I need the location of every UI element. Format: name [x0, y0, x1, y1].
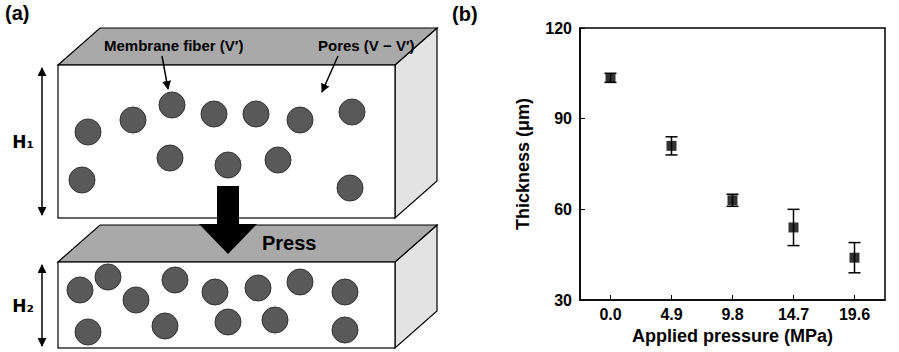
svg-text:H₁: H₁: [12, 132, 34, 152]
html-text:(b): (b): [452, 3, 478, 25]
svg-text:60: 60: [554, 201, 572, 218]
svg-text:Pores (V − V′): Pores (V − V′): [318, 37, 415, 54]
svg-text:14.7: 14.7: [778, 306, 809, 323]
svg-text:120: 120: [545, 20, 572, 37]
svg-text:Applied pressure (MPa): Applied pressure (MPa): [632, 326, 833, 346]
svg-text:Press: Press: [262, 232, 317, 254]
svg-text:90: 90: [554, 110, 572, 127]
svg-text:0.0: 0.0: [599, 306, 621, 323]
svg-text:Membrane fiber (V′): Membrane fiber (V′): [104, 37, 243, 54]
svg-text:19.6: 19.6: [839, 306, 870, 323]
svg-text:Thickness (μm): Thickness (μm): [513, 98, 533, 230]
svg-text:30: 30: [554, 292, 572, 309]
svg-text:(a): (a): [5, 2, 29, 24]
svg-text:9.8: 9.8: [721, 306, 743, 323]
svg-text:H₂: H₂: [12, 296, 34, 316]
svg-text:4.9: 4.9: [660, 306, 682, 323]
